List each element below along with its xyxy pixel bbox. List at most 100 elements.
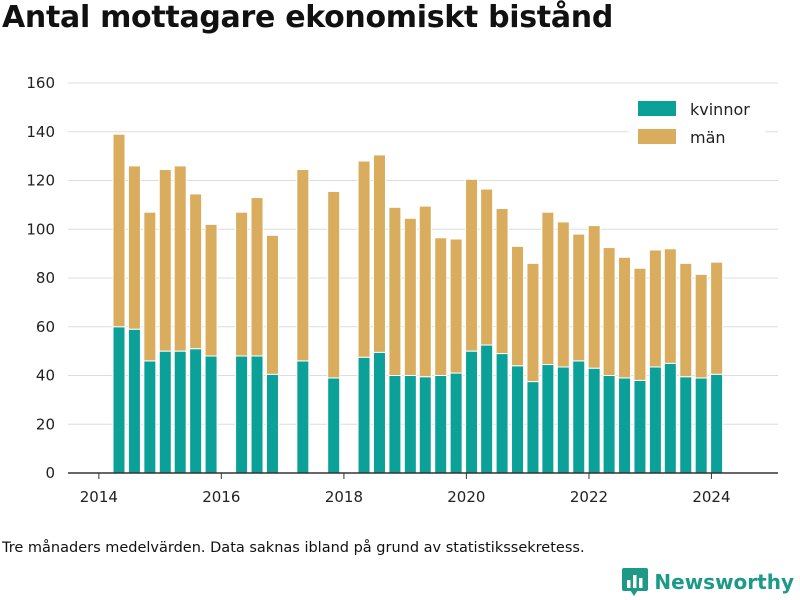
legend: kvinnor män	[628, 90, 765, 152]
brand-name: Newsworthy	[654, 570, 794, 594]
bar-man	[480, 188, 494, 346]
bar-man	[296, 169, 310, 362]
bar-kvinnor	[633, 379, 647, 474]
bar-man	[372, 154, 386, 353]
bar-kvinnor	[465, 350, 479, 474]
y-tick-label: 80	[36, 269, 55, 287]
bar-man	[572, 233, 586, 362]
bar-kvinnor	[679, 376, 693, 474]
bar-kvinnor	[495, 353, 509, 474]
bar-man	[143, 211, 157, 362]
bar-kvinnor	[189, 348, 203, 474]
bar-man	[663, 248, 677, 364]
bar-man	[694, 273, 708, 379]
bar-kvinnor	[434, 375, 448, 474]
bar-kvinnor	[372, 351, 386, 474]
bar-man	[250, 197, 264, 357]
bar-man	[173, 165, 187, 352]
bar-man	[587, 225, 601, 369]
bar-kvinnor	[296, 360, 310, 474]
bar-kvinnor	[694, 377, 708, 474]
bar-kvinnor	[235, 355, 249, 474]
y-tick-label: 20	[36, 415, 55, 433]
bar-man	[127, 165, 141, 330]
bar-kvinnor	[663, 362, 677, 474]
bar-man	[495, 208, 509, 355]
bar-man	[235, 211, 249, 357]
bar-kvinnor	[541, 364, 555, 474]
y-tick-label: 100	[26, 220, 55, 238]
bar-man	[434, 237, 448, 376]
x-tick-label: 2020	[447, 488, 485, 506]
bar-kvinnor	[556, 366, 570, 474]
bar-man	[710, 261, 724, 375]
bar-kvinnor	[648, 366, 662, 474]
bar-kvinnor	[480, 344, 494, 474]
bar-man	[679, 262, 693, 378]
y-axis-ticks: 0 20 40 60 80 100 120 140 160	[26, 74, 55, 482]
bar-kvinnor	[158, 350, 172, 474]
bar-man	[189, 193, 203, 350]
bar-man	[511, 245, 525, 367]
bar-man	[633, 267, 647, 381]
bar-man	[648, 249, 662, 368]
bar-man	[388, 206, 402, 376]
legend-swatch-man	[638, 129, 676, 144]
x-tick-label: 2024	[692, 488, 730, 506]
bar-man	[327, 190, 341, 379]
bar-man	[112, 133, 126, 328]
bar-man	[265, 234, 279, 375]
bar-kvinnor	[112, 326, 126, 474]
bar-man	[618, 256, 632, 379]
bar-man	[541, 211, 555, 366]
y-tick-label: 120	[26, 172, 55, 190]
bar-man	[556, 221, 570, 368]
legend-label-kvinnor: kvinnor	[690, 100, 750, 119]
x-tick-label: 2022	[570, 488, 608, 506]
bar-man	[418, 205, 432, 378]
y-tick-label: 160	[26, 74, 55, 92]
bars	[112, 133, 724, 474]
bar-man	[403, 217, 417, 376]
x-tick-label: 2018	[325, 488, 363, 506]
bar-kvinnor	[143, 360, 157, 474]
bar-kvinnor	[418, 376, 432, 474]
bar-kvinnor	[204, 355, 218, 474]
page-title: Antal mottagare ekonomiskt bistånd	[2, 0, 614, 35]
bar-kvinnor	[587, 367, 601, 474]
bar-man	[449, 238, 463, 374]
bar-man	[526, 262, 540, 383]
bar-chart-logo-icon	[622, 568, 649, 596]
legend-label-man: män	[690, 128, 726, 147]
bar-man	[465, 178, 479, 352]
bar-kvinnor	[250, 355, 264, 474]
bar-man	[204, 223, 218, 357]
x-tick-label: 2016	[202, 488, 240, 506]
legend-swatch-kvinnor	[638, 101, 676, 116]
y-tick-label: 0	[45, 464, 55, 482]
bar-kvinnor	[173, 350, 187, 474]
bar-kvinnor	[602, 375, 616, 474]
bar-kvinnor	[572, 360, 586, 474]
bar-man	[357, 160, 371, 358]
bar-kvinnor	[511, 365, 525, 474]
bar-kvinnor	[449, 372, 463, 474]
bar-kvinnor	[618, 377, 632, 474]
bar-man	[158, 169, 172, 352]
bar-kvinnor	[357, 356, 371, 474]
y-tick-label: 40	[36, 367, 55, 385]
bar-kvinnor	[526, 381, 540, 474]
footnote: Tre månaders medelvärden. Data saknas ib…	[2, 540, 585, 556]
y-tick-label: 60	[36, 318, 55, 336]
x-axis: 2014 2016 2018 2020 2022 2024	[68, 472, 778, 506]
bar-kvinnor	[265, 373, 279, 474]
bar-kvinnor	[403, 375, 417, 474]
bar-kvinnor	[388, 375, 402, 474]
x-tick-label: 2014	[80, 488, 118, 506]
bar-kvinnor	[127, 328, 141, 474]
bar-kvinnor	[327, 377, 341, 474]
bar-kvinnor	[710, 373, 724, 474]
brand-logo[interactable]: Newsworthy	[622, 568, 794, 596]
y-tick-label: 140	[26, 123, 55, 141]
